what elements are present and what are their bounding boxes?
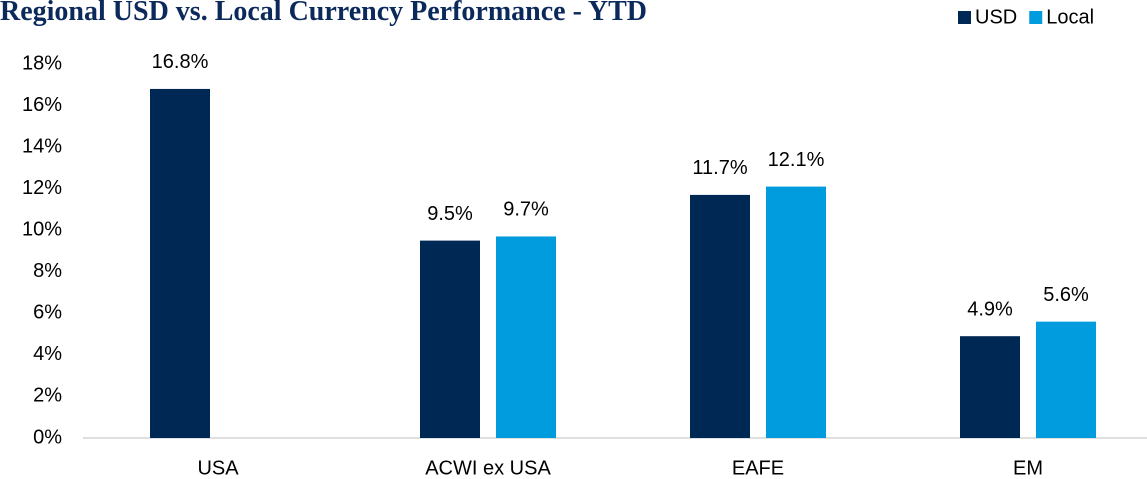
bar xyxy=(1036,321,1096,438)
legend-label: USD xyxy=(975,6,1017,28)
bar xyxy=(690,194,750,438)
data-label: 9.5% xyxy=(427,203,473,225)
y-tick-label: 12% xyxy=(22,177,62,199)
chart-title: Regional USD vs. Local Currency Performa… xyxy=(0,0,647,27)
data-label: 11.7% xyxy=(692,157,747,179)
legend-label: Local xyxy=(1046,6,1094,28)
data-label: 16.8% xyxy=(152,51,209,73)
x-tick-label: EM xyxy=(1013,457,1043,479)
y-tick-label: 16% xyxy=(22,94,62,116)
y-tick-label: 18% xyxy=(22,52,62,74)
data-label: 5.6% xyxy=(1043,284,1089,306)
y-tick-label: 14% xyxy=(22,135,62,157)
data-label: 4.9% xyxy=(967,298,1013,320)
data-label: 9.7% xyxy=(503,199,549,221)
bar xyxy=(496,236,556,438)
y-tick-label: 4% xyxy=(33,343,62,365)
y-tick-label: 2% xyxy=(33,385,62,407)
bar xyxy=(766,186,826,438)
bar xyxy=(150,88,210,438)
y-tick-label: 0% xyxy=(33,426,62,448)
y-tick-label: 6% xyxy=(33,302,62,324)
x-tick-label: EAFE xyxy=(732,457,784,479)
x-tick-label: USA xyxy=(197,457,239,479)
data-label: 12.1% xyxy=(768,149,825,171)
y-tick-label: 8% xyxy=(33,260,62,282)
legend-swatch xyxy=(958,11,971,24)
x-tick-label: ACWI ex USA xyxy=(425,457,551,479)
bar xyxy=(420,240,480,438)
y-tick-label: 10% xyxy=(22,219,62,241)
legend-swatch xyxy=(1029,11,1043,24)
bar xyxy=(960,336,1020,438)
